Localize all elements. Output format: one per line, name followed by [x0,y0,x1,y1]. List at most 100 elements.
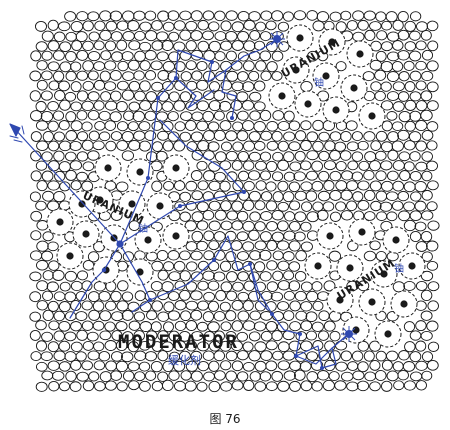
moderator-cell [100,50,112,61]
uranium-nucleus [408,262,416,270]
neutron-paths [9,39,347,369]
collision-node [320,366,324,370]
moderator-cell [185,241,198,252]
moderator-cell [295,310,308,321]
moderator-cell [185,60,197,71]
uranium-nucleus [128,200,136,208]
moderator-cell [92,300,105,312]
moderator-cell [35,160,48,171]
moderator-cell [391,60,404,72]
moderator-cell [391,121,404,132]
moderator-cell [122,251,135,262]
moderator-cell [59,41,72,53]
moderator-cell [426,260,439,271]
uranium-nucleus [358,228,366,236]
uranium-nucleus [392,236,400,244]
moderator-cell [58,140,72,152]
moderator-cell [288,141,301,152]
moderator-cell [139,41,152,52]
moderator-cell [213,310,226,322]
moderator-cell [381,359,393,371]
moderator-cell [427,281,440,292]
moderator-cell [168,271,181,282]
moderator-cell [259,50,272,62]
moderator-cell [76,270,89,281]
moderator-cell [139,21,152,32]
moderator-cell [392,81,405,92]
moderator-cell [191,230,204,243]
moderator-cell [88,31,100,42]
moderator-cell [190,170,203,181]
moderator-cell [29,311,42,322]
moderator-cell [151,40,164,51]
moderator-cell [427,220,440,231]
moderator-cell [242,361,255,372]
moderator-cell [283,230,296,241]
moderator-cell [94,20,106,31]
moderator-cell [421,251,433,262]
moderator-cell [81,121,93,132]
moderator-cell [203,170,216,182]
moderator-cell [415,60,427,71]
moderator-cell [178,350,191,362]
moderator-cell [426,320,439,332]
moderator-cell [340,189,353,201]
moderator-cell [29,90,41,102]
moderator-cell [76,70,89,81]
moderator-cell [173,100,186,112]
uranium-nucleus [314,262,322,270]
moderator-cell [420,289,433,302]
moderator-cell [157,10,170,22]
moderator-cell [207,141,220,152]
moderator-cell [185,200,197,211]
moderator-cell [48,380,60,392]
moderator-cell [393,380,405,391]
moderator-cell [369,360,381,371]
moderator-cell [179,270,191,282]
moderator-cell [36,280,49,292]
moderator-cell [271,130,283,142]
moderator-cell [283,131,296,142]
moderator-cell [282,191,295,203]
moderator-cell [243,40,256,52]
moderator-cell [259,249,272,261]
moderator-cell [36,180,48,192]
moderator-cell [409,30,421,41]
uranium-nucleus [136,168,144,176]
moderator-cell [127,341,140,353]
moderator-cell [120,351,134,363]
moderator-cell [122,331,134,342]
collision-node [174,76,178,80]
moderator-cell [86,331,99,342]
moderator-cell [127,20,140,32]
moderator-cell [282,251,295,262]
moderator-cell [185,340,198,352]
moderator-cell [163,321,174,333]
moderator-cell [323,320,336,332]
moderator-cell [219,160,232,171]
moderator-cell [163,181,175,191]
moderator-cell [139,80,151,92]
moderator-cell [318,150,330,162]
moderator-cell [294,150,306,162]
moderator-cell [110,351,123,362]
moderator-cell [356,380,370,392]
moderator-cn-label: 缓化剂 [168,353,201,367]
moderator-cell [30,131,42,142]
moderator-cell [81,360,93,371]
moderator-cell [167,310,181,321]
moderator-cell [35,361,48,372]
moderator-cell [324,140,336,152]
moderator-cell [335,61,347,72]
moderator-cell [426,81,439,93]
uranium-nucleus [368,112,376,120]
moderator-cell [161,120,174,132]
moderator-cell [116,39,128,51]
moderator-cell [161,40,174,51]
moderator-cell [36,259,49,271]
moderator-cell [293,171,306,182]
moderator-cell [128,139,141,151]
moderator-cell [311,281,323,292]
moderator-cell [391,140,404,152]
moderator-cell [138,361,151,372]
